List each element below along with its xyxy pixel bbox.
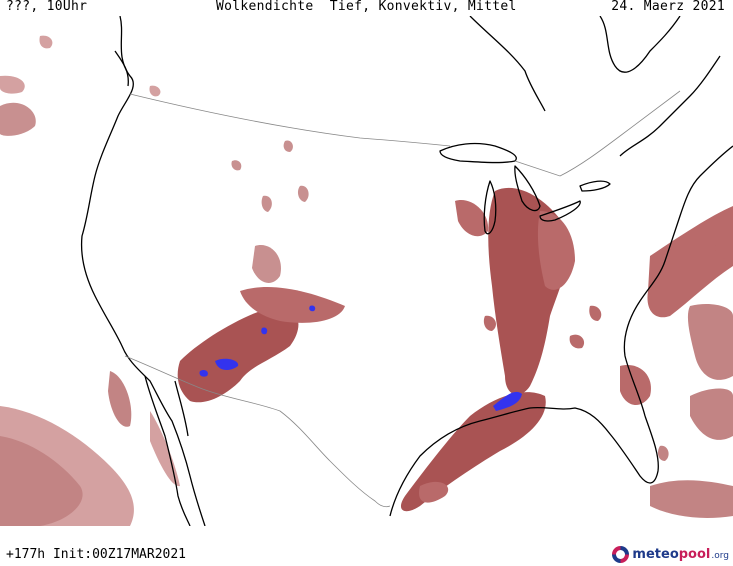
- cloud-area-pacific-nw: [0, 102, 36, 136]
- border-us-canada: [129, 93, 451, 147]
- cloud-cell: [149, 85, 161, 97]
- lake-superior: [439, 142, 517, 164]
- cloud-area-gulf: [400, 392, 546, 512]
- coastline-west: [80, 16, 206, 526]
- coastline-northeast: [619, 55, 721, 157]
- cloud-area-florida-straits: [650, 480, 733, 518]
- forecast-info: +177h Init:00Z17MAR2021: [6, 547, 187, 562]
- border-us-mexico: [124, 355, 391, 508]
- cloud-area-four-corners: [240, 286, 345, 323]
- cloud-cell: [297, 185, 309, 202]
- cloud-cell: [589, 305, 602, 321]
- run-label: ???, 10Uhr: [6, 0, 88, 14]
- cloud-area-baja-2: [150, 411, 180, 487]
- cloud-cover-map: [0, 16, 733, 526]
- logo-text: meteopool: [632, 546, 711, 562]
- cloud-area-southwest: [177, 306, 299, 403]
- convective-cell: [215, 358, 239, 371]
- cloud-area-pacific-nw-2: [0, 75, 25, 94]
- cloud-cell: [657, 445, 669, 461]
- logo-tld: .org: [711, 550, 729, 561]
- lake-ontario: [579, 180, 611, 192]
- cloud-area-atlantic: [687, 304, 733, 380]
- coastline-labrador: [599, 16, 681, 73]
- cloud-area-ohio: [537, 211, 575, 290]
- lake-huron: [514, 165, 541, 212]
- lake-michigan: [483, 180, 497, 235]
- coastline-vancouver: [114, 50, 129, 87]
- cloud-cell: [261, 195, 272, 212]
- cloud-cell: [283, 140, 293, 152]
- cloud-area-mid-atlantic: [647, 206, 733, 318]
- cloud-area-rockies: [252, 245, 281, 283]
- convective-cell: [493, 391, 522, 411]
- convective-cell: [199, 369, 208, 377]
- meteopool-icon: [612, 545, 630, 563]
- cloud-area-texas-south: [419, 481, 449, 503]
- meteopool-logo[interactable]: meteopool .org: [612, 544, 729, 564]
- coastline-gulf: [389, 406, 659, 517]
- coastline-baja-east: [174, 380, 189, 437]
- cloud-area-carolina: [620, 365, 651, 406]
- map-title: Wolkendichte Tief, Konvektiv, Mittel: [216, 0, 517, 14]
- convective-cell: [309, 305, 316, 312]
- coastline-layer: [80, 16, 733, 526]
- cloud-area-baja: [108, 371, 132, 427]
- coastline-baja: [144, 375, 191, 526]
- coastline-hudson-bay: [469, 16, 546, 112]
- cloud-cell: [483, 315, 496, 331]
- cloud-area-iowa: [455, 200, 489, 237]
- convective-layer: [199, 305, 522, 411]
- cloud-cover-layer: [0, 35, 733, 526]
- border-us-canada-east: [514, 90, 681, 177]
- cloud-area-pacific-sw-core: [0, 436, 83, 526]
- cloud-cell: [715, 244, 733, 259]
- lake-erie: [539, 200, 581, 222]
- cloud-cell: [569, 334, 585, 349]
- borders-layer: [124, 90, 681, 508]
- convective-cell: [261, 327, 268, 335]
- cloud-cell: [231, 160, 242, 171]
- cloud-area-atlantic-se: [690, 388, 733, 440]
- cloud-cell: [39, 35, 53, 49]
- coastline-atlantic: [623, 145, 733, 417]
- valid-date: 24. Maerz 2021: [611, 0, 725, 14]
